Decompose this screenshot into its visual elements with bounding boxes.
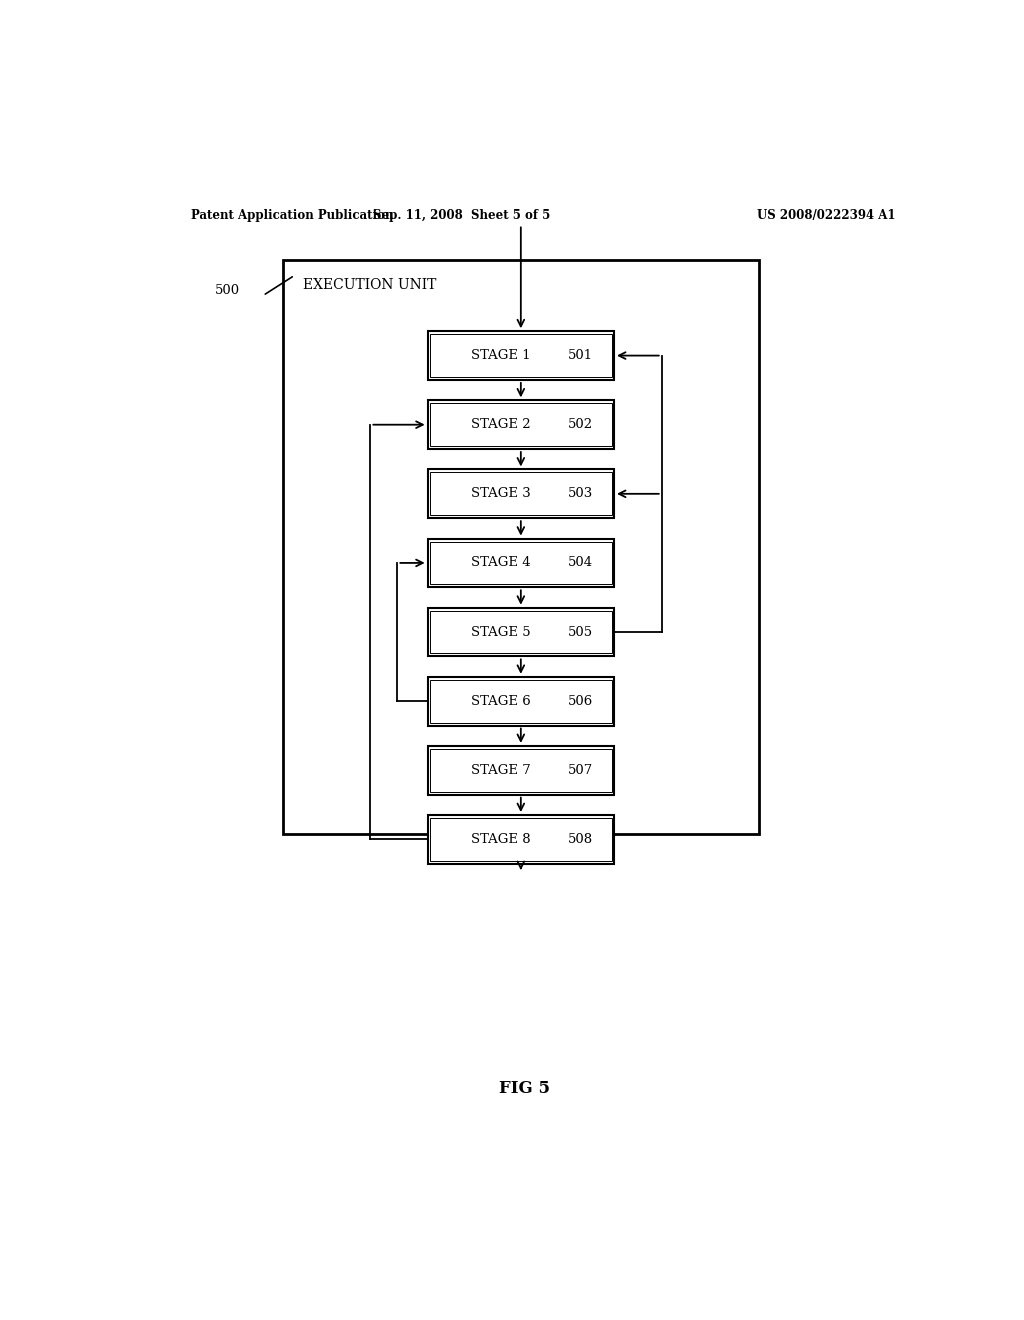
Text: 501: 501 [567, 348, 593, 362]
Text: Sep. 11, 2008  Sheet 5 of 5: Sep. 11, 2008 Sheet 5 of 5 [373, 209, 550, 222]
Bar [430, 541, 611, 585]
Text: 505: 505 [567, 626, 593, 639]
Bar [430, 748, 611, 792]
Bar [283, 260, 759, 834]
Bar [428, 607, 614, 656]
Bar [428, 814, 614, 863]
Text: FIG 5: FIG 5 [500, 1080, 550, 1097]
Bar [430, 334, 611, 378]
Text: 508: 508 [567, 833, 593, 846]
Text: STAGE 1: STAGE 1 [471, 348, 530, 362]
Text: STAGE 5: STAGE 5 [471, 626, 530, 639]
Bar [428, 677, 614, 726]
Text: 502: 502 [567, 418, 593, 432]
Bar [428, 539, 614, 587]
Text: 504: 504 [567, 557, 593, 569]
Text: STAGE 2: STAGE 2 [471, 418, 530, 432]
Bar [430, 680, 611, 722]
Text: STAGE 4: STAGE 4 [471, 557, 530, 569]
Text: 503: 503 [567, 487, 593, 500]
Bar [430, 404, 611, 446]
Bar [428, 746, 614, 795]
Text: STAGE 7: STAGE 7 [471, 764, 530, 776]
Text: EXECUTION UNIT: EXECUTION UNIT [303, 279, 436, 292]
Text: STAGE 3: STAGE 3 [471, 487, 530, 500]
Text: STAGE 6: STAGE 6 [471, 694, 530, 708]
Text: 507: 507 [567, 764, 593, 776]
Bar [428, 470, 614, 519]
Bar [430, 818, 611, 861]
Text: STAGE 8: STAGE 8 [471, 833, 530, 846]
Bar [428, 331, 614, 380]
Bar [428, 400, 614, 449]
Text: 506: 506 [567, 694, 593, 708]
Text: Patent Application Publication: Patent Application Publication [191, 209, 394, 222]
Text: 500: 500 [215, 284, 241, 297]
Bar [430, 473, 611, 515]
Bar [430, 611, 611, 653]
Text: US 2008/0222394 A1: US 2008/0222394 A1 [757, 209, 896, 222]
